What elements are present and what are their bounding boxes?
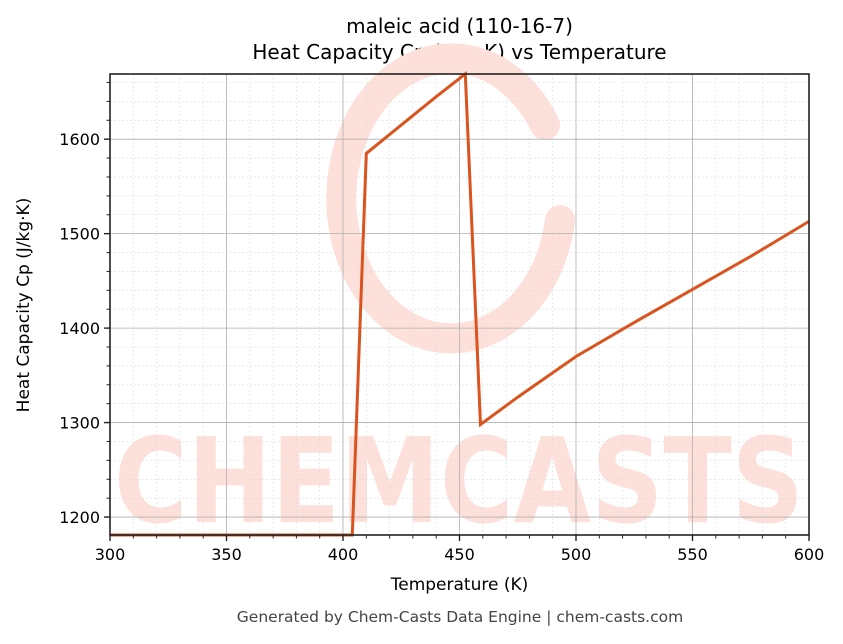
svg-text:550: 550 (677, 545, 708, 564)
svg-text:1200: 1200 (59, 508, 100, 527)
svg-text:450: 450 (444, 545, 475, 564)
x-axis-label: Temperature (K) (390, 575, 529, 595)
svg-text:1600: 1600 (59, 130, 100, 149)
svg-text:350: 350 (211, 545, 242, 564)
svg-text:CHEMCASTS: CHEMCASTS (114, 412, 804, 550)
watermark-logo: CHEMCASTS (114, 43, 804, 550)
svg-text:400: 400 (328, 545, 359, 564)
axis-tick-labels: 300 350 400 450 500 550 600 1200 1300 1400 1500 160… (59, 130, 824, 564)
svg-text:1300: 1300 (59, 414, 100, 433)
chart-title: maleic acid (110-16-7) (346, 14, 573, 38)
axis-ticks (104, 82, 810, 541)
svg-text:500: 500 (561, 545, 592, 564)
footer-credit: Generated by Chem-Casts Data Engine | ch… (236, 608, 684, 626)
svg-text:300: 300 (95, 545, 126, 564)
svg-text:1500: 1500 (59, 225, 100, 244)
svg-text:600: 600 (794, 545, 825, 564)
y-axis-label: Heat Capacity Cp (J/kg·K) (14, 197, 34, 413)
svg-text:1400: 1400 (59, 319, 100, 338)
